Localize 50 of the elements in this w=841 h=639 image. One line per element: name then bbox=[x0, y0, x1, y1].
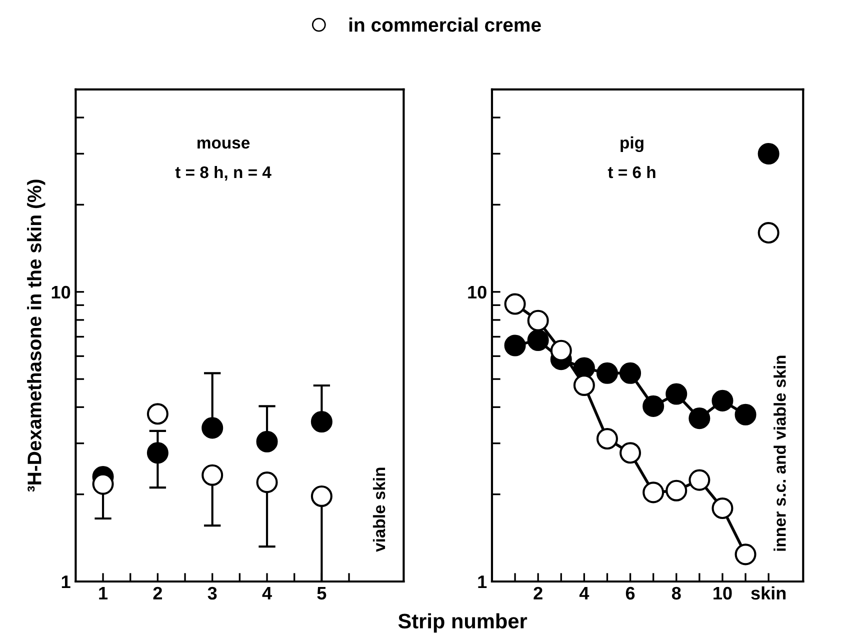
point bbox=[256, 472, 278, 494]
point bbox=[596, 362, 618, 384]
point bbox=[712, 497, 734, 520]
point bbox=[202, 464, 224, 486]
point bbox=[202, 417, 224, 439]
point bbox=[620, 362, 642, 384]
point bbox=[256, 430, 278, 452]
point bbox=[712, 390, 734, 412]
x-tick-label: skin bbox=[751, 586, 786, 600]
point bbox=[146, 403, 168, 425]
x-tick-label: 2 bbox=[534, 586, 542, 600]
point bbox=[666, 480, 688, 502]
point bbox=[504, 334, 526, 356]
point bbox=[642, 395, 664, 417]
point bbox=[688, 408, 710, 430]
annotation: inner s.c. and viable skin bbox=[774, 356, 786, 551]
annotation: pig bbox=[620, 136, 644, 152]
point bbox=[504, 293, 526, 315]
point bbox=[734, 544, 756, 566]
annotation: t = 8 h, n = 4 bbox=[175, 166, 272, 181]
legend-label: in commercial creme bbox=[349, 18, 541, 32]
point bbox=[527, 329, 549, 351]
annotation: t = 6 h bbox=[608, 166, 656, 178]
point bbox=[666, 383, 688, 405]
point bbox=[146, 442, 168, 464]
annotation: viable skin bbox=[372, 468, 386, 552]
point bbox=[758, 222, 780, 244]
x-axis-title: Strip number bbox=[398, 613, 528, 633]
point bbox=[620, 442, 642, 464]
point bbox=[92, 473, 114, 495]
point bbox=[596, 428, 618, 450]
x-tick-label: 3 bbox=[208, 586, 217, 600]
x-tick-label: 6 bbox=[626, 586, 635, 600]
point bbox=[688, 469, 710, 491]
point bbox=[310, 411, 332, 433]
point bbox=[310, 485, 332, 507]
y-axis-title: ³H-Dexamethasone in the skin (%) bbox=[27, 180, 46, 492]
x-tick-label: 1 bbox=[99, 587, 108, 600]
point bbox=[642, 482, 664, 504]
annotation: mouse bbox=[198, 140, 250, 149]
x-tick-label: 10 bbox=[714, 586, 732, 600]
x-tick-label: 2 bbox=[153, 586, 162, 600]
point bbox=[734, 404, 756, 426]
point bbox=[527, 310, 549, 332]
x-tick-label: 4 bbox=[262, 587, 272, 600]
x-tick-label: 4 bbox=[579, 587, 590, 600]
point bbox=[550, 340, 572, 362]
point bbox=[758, 142, 780, 164]
x-tick-label: 5 bbox=[317, 587, 326, 600]
x-tick-label: 8 bbox=[672, 586, 681, 600]
